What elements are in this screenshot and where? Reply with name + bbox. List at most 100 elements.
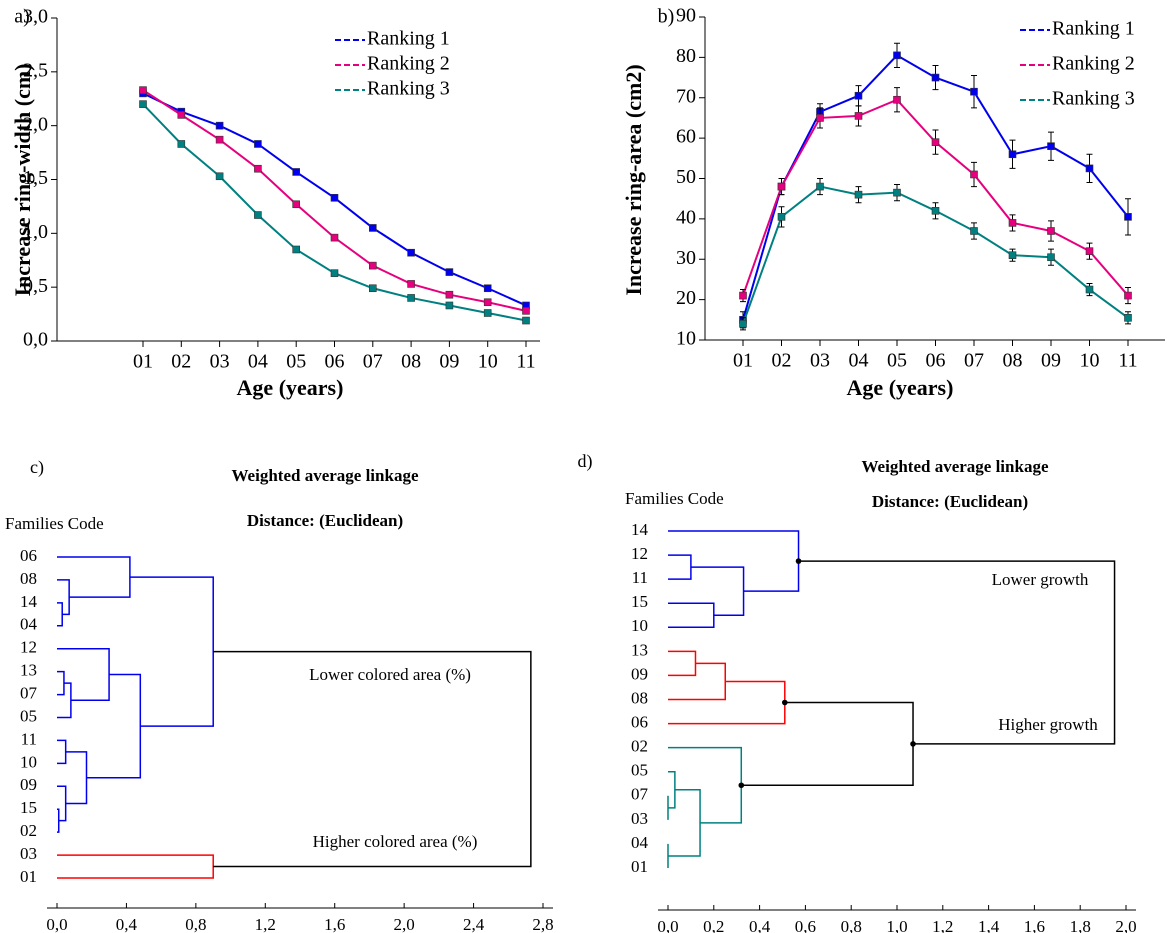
leaf-label: 08 xyxy=(631,688,648,707)
x-tick-label: 2,8 xyxy=(532,915,553,933)
annotation: Lower colored area (%) xyxy=(309,665,471,684)
x-tick-label: 1,6 xyxy=(324,915,345,933)
dendrogram-link xyxy=(57,670,65,696)
dendrogram-link xyxy=(668,680,786,725)
x-tick-label: 1,2 xyxy=(932,917,953,933)
annotation: Higher growth xyxy=(998,715,1098,734)
x-tick-label: 09 xyxy=(1041,350,1061,372)
leaf-label: 02 xyxy=(20,821,37,840)
marker xyxy=(1008,219,1017,227)
leaf-label: 06 xyxy=(631,712,648,731)
legend-label: Ranking 3 xyxy=(367,78,450,100)
marker xyxy=(330,194,339,202)
marker xyxy=(483,309,492,317)
chart-title: Weighted average linkage xyxy=(862,457,1049,476)
leaf-label: 15 xyxy=(20,798,37,817)
dendrogram-link xyxy=(57,647,110,702)
marker xyxy=(483,298,492,307)
x-tick-label: 11 xyxy=(516,351,535,373)
leaf-label: 11 xyxy=(632,568,648,587)
chart-subtitle: Distance: (Euclidean) xyxy=(247,511,403,530)
x-tick-label: 05 xyxy=(286,351,306,373)
dendrogram-link xyxy=(129,576,214,727)
dendrogram-link xyxy=(668,746,743,824)
node-dot xyxy=(910,741,916,747)
dendrogram-link xyxy=(57,556,131,598)
marker xyxy=(777,182,786,191)
marker xyxy=(854,190,863,199)
dendrogram-link xyxy=(668,662,726,701)
marker xyxy=(292,200,301,209)
dendrogram-link xyxy=(57,808,60,833)
annotation: Higher colored area (%) xyxy=(313,832,478,851)
dendrogram-link xyxy=(798,560,1116,745)
marker xyxy=(1124,291,1132,300)
marker xyxy=(1124,313,1132,322)
marker xyxy=(1047,142,1055,150)
dendrogram-link xyxy=(668,770,676,809)
marker xyxy=(139,100,147,108)
marker xyxy=(893,95,901,104)
legend-label: Ranking 2 xyxy=(1052,53,1135,75)
leaf-label: 12 xyxy=(20,638,37,657)
leaf-label: 14 xyxy=(631,520,649,539)
marker xyxy=(893,51,901,60)
x-tick-label: 2,0 xyxy=(1115,917,1136,933)
panel-label: a) xyxy=(14,6,30,28)
leaf-label: 03 xyxy=(631,809,648,828)
y-tick-label: 1,0 xyxy=(23,221,48,243)
x-tick-label: 0,8 xyxy=(185,915,206,933)
x-tick-label: 05 xyxy=(887,350,907,372)
dendrogram-link xyxy=(213,650,532,868)
x-axis-title: Age (years) xyxy=(847,375,954,400)
x-tick-label: 1,0 xyxy=(886,917,907,933)
x-tick-label: 2,0 xyxy=(394,915,415,933)
y-tick-label: 20 xyxy=(676,287,696,309)
leaf-label: 08 xyxy=(20,569,37,588)
legend-label: Ranking 2 xyxy=(367,53,450,75)
marker xyxy=(254,140,262,148)
x-tick-label: 1,4 xyxy=(978,917,1000,933)
marker xyxy=(368,284,377,293)
x-tick-label: 07 xyxy=(363,351,383,373)
y-axis-title: Increase ring-area (cm2) xyxy=(621,64,646,295)
marker xyxy=(368,261,377,270)
y-tick-label: 0,0 xyxy=(23,329,48,351)
marker xyxy=(254,164,262,173)
y-tick-label: 70 xyxy=(676,85,696,107)
marker xyxy=(254,211,262,219)
marker xyxy=(215,172,224,181)
y-tick-label: 40 xyxy=(676,206,696,228)
panel-label: d) xyxy=(578,451,593,472)
marker xyxy=(368,224,377,232)
x-tick-label: 02 xyxy=(171,351,191,373)
x-tick-label: 03 xyxy=(810,350,830,372)
x-tick-label: 09 xyxy=(439,351,459,373)
dendrogram-link xyxy=(668,789,701,857)
leaf-label: 12 xyxy=(631,544,648,563)
x-tick-label: 10 xyxy=(478,351,498,373)
marker xyxy=(1008,251,1017,260)
marker xyxy=(931,73,940,82)
x-tick-label: 1,2 xyxy=(255,915,276,933)
marker xyxy=(1085,285,1094,294)
x-tick-label: 03 xyxy=(210,351,230,373)
x-tick-label: 08 xyxy=(401,351,421,373)
series-line xyxy=(142,103,527,322)
marker xyxy=(445,301,454,310)
x-tick-label: 02 xyxy=(772,350,792,372)
x-axis-title: Age (years) xyxy=(237,375,344,400)
x-tick-label: 11 xyxy=(1118,350,1137,372)
leaf-label: 07 xyxy=(631,785,649,804)
leaf-label: 05 xyxy=(20,706,37,725)
y-tick-label: 90 xyxy=(676,5,696,27)
x-tick-label: 04 xyxy=(849,350,869,372)
dendrogram-link xyxy=(690,566,745,616)
leaf-title: Families Code xyxy=(5,514,104,533)
y-tick-label: 80 xyxy=(676,45,696,67)
leaf-label: 07 xyxy=(20,683,38,702)
y-tick-label: 60 xyxy=(676,126,696,148)
marker xyxy=(330,233,339,242)
legend-label: Ranking 1 xyxy=(1052,18,1135,40)
